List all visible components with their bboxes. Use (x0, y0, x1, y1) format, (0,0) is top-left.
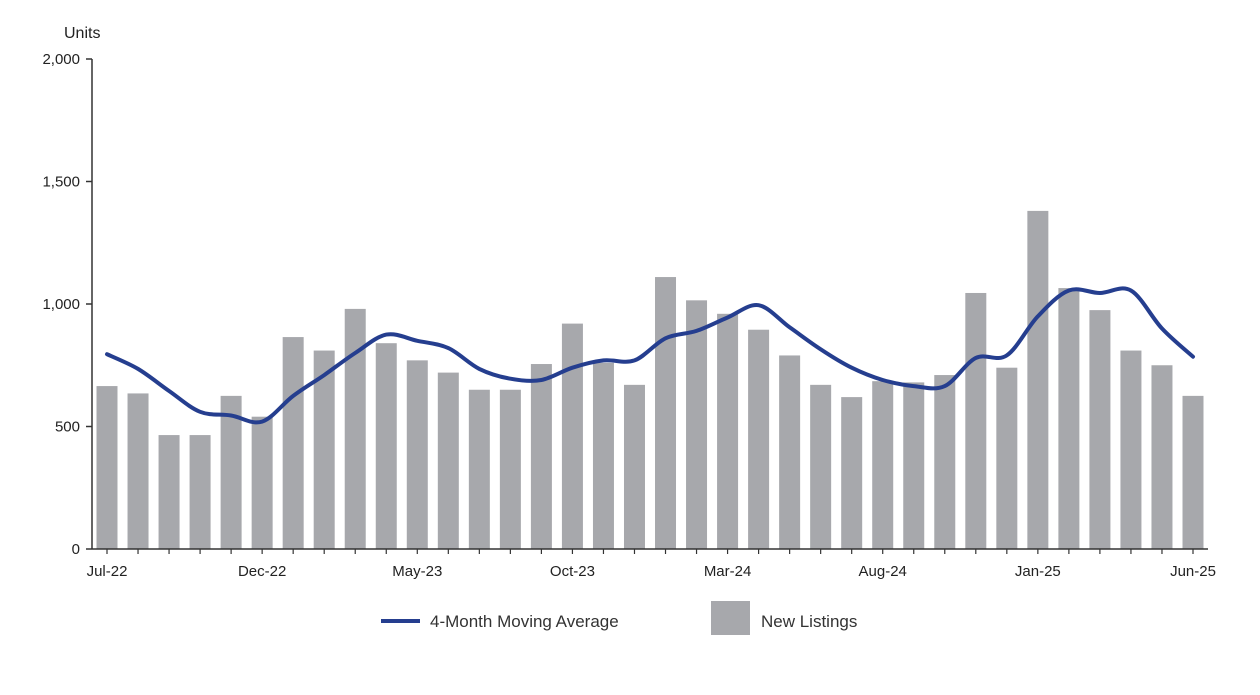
bar-Aug-22 (127, 393, 149, 549)
legend-new-listings-label: New Listings (761, 612, 857, 631)
bar-May-23 (406, 360, 428, 549)
bar-Nov-23 (592, 362, 614, 549)
bar-Feb-23 (313, 350, 335, 549)
y-tick-label: 1,500 (42, 174, 80, 191)
bar-Jan-25 (1027, 210, 1049, 549)
bar-Sep-22 (158, 435, 180, 549)
y-tick-label: 0 (72, 541, 80, 558)
bar-Jan-23 (282, 337, 304, 549)
bar-Oct-24 (934, 375, 956, 549)
legend-moving-average-label: 4-Month Moving Average (430, 612, 619, 631)
x-tick-label: Oct-23 (550, 563, 595, 580)
bar-May-24 (779, 355, 801, 549)
bar-May-25 (1151, 365, 1173, 549)
bar-Feb-25 (1058, 288, 1080, 549)
y-axis-label: Units (64, 25, 100, 42)
x-tick-label: Mar-24 (704, 563, 752, 580)
x-tick-label: May-23 (392, 563, 442, 580)
bar-Jun-25 (1182, 395, 1204, 549)
bar-Oct-23 (561, 323, 583, 549)
bar-Nov-22 (220, 395, 242, 549)
bar-Feb-24 (686, 300, 708, 549)
bar-Mar-23 (344, 308, 366, 549)
y-tick-label: 500 (55, 419, 80, 436)
bar-Sep-23 (530, 364, 552, 549)
x-tick-label: Jul-22 (87, 563, 128, 580)
legend: 4-Month Moving Average New Listings (381, 601, 857, 635)
bar-Dec-24 (996, 367, 1018, 549)
x-tick-label: Dec-22 (238, 563, 286, 580)
bar-Dec-22 (251, 416, 273, 549)
bar-Jun-23 (437, 372, 459, 549)
bar-group (96, 210, 1204, 549)
bar-Nov-24 (965, 292, 987, 549)
y-tick-label: 2,000 (42, 51, 80, 68)
bar-Jun-24 (810, 384, 832, 549)
bar-Apr-24 (748, 329, 770, 549)
bar-Oct-22 (189, 435, 211, 549)
x-tick-label: Jun-25 (1170, 563, 1216, 580)
y-tick-label: 1,000 (42, 296, 80, 313)
x-tick-group: Jul-22 Dec-22 May-23 Oct-23 Mar-24 Aug-24 Jan-… (87, 549, 1216, 580)
bar-Sep-24 (903, 382, 925, 549)
bar-Apr-25 (1120, 350, 1142, 549)
y-tick-group: 0 500 1,000 1,500 2,000 (42, 51, 92, 558)
bar-Jan-24 (655, 277, 677, 549)
moving-average-line (105, 286, 1195, 425)
bar-Apr-23 (375, 343, 397, 549)
bar-Jul-22 (96, 386, 118, 549)
bar-Aug-23 (499, 389, 521, 549)
bar-Dec-23 (623, 384, 645, 549)
bar-Jul-23 (468, 389, 490, 549)
x-tick-label: Aug-24 (859, 563, 907, 580)
bar-Mar-25 (1089, 310, 1111, 549)
legend-bar-swatch (711, 601, 750, 635)
bar-Jul-24 (841, 397, 863, 549)
bar-Aug-24 (872, 381, 894, 549)
bar-Mar-24 (717, 313, 739, 549)
x-tick-label: Jan-25 (1015, 563, 1061, 580)
